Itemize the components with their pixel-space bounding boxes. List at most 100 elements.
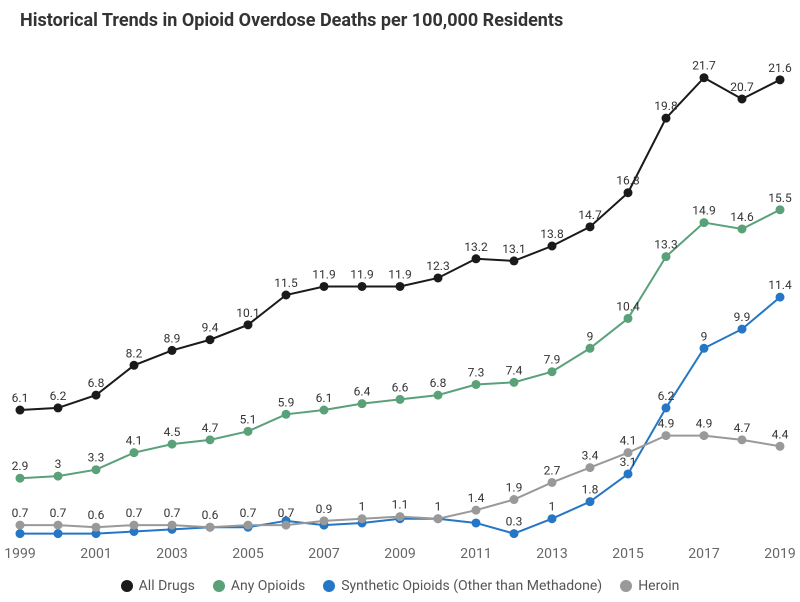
data-point: [662, 252, 671, 261]
data-point: [244, 521, 253, 530]
data-point: [358, 514, 367, 523]
legend-label: All Drugs: [139, 578, 195, 594]
data-point: [54, 403, 63, 412]
data-label: 9.9: [734, 310, 751, 324]
data-label: 11.9: [312, 267, 335, 281]
data-label: 6.6: [392, 380, 409, 394]
data-point: [16, 529, 25, 538]
data-label: 4.4: [772, 427, 789, 441]
data-point: [776, 442, 785, 451]
data-label: 10.1: [236, 306, 259, 320]
data-label: 1: [435, 500, 442, 514]
x-tick-label: 2007: [308, 546, 339, 562]
legend-swatch: [323, 580, 335, 592]
legend-swatch: [121, 580, 133, 592]
legend-item: Synthetic Opioids (Other than Methadone): [323, 578, 602, 594]
data-point: [548, 242, 557, 251]
x-tick-label: 2015: [612, 546, 643, 562]
data-label: 6.2: [50, 389, 67, 403]
data-label: 3.3: [88, 451, 105, 465]
data-label: 1.9: [506, 481, 523, 495]
data-point: [738, 325, 747, 334]
chart-container: Historical Trends in Opioid Overdose Dea…: [0, 0, 800, 602]
data-label: 4.1: [126, 434, 143, 448]
data-label: 4.7: [202, 421, 219, 435]
data-label: 13.1: [502, 242, 525, 256]
data-point: [54, 472, 63, 481]
legend-item: All Drugs: [121, 578, 195, 594]
data-point: [586, 497, 595, 506]
data-point: [320, 282, 329, 291]
data-label: 12.3: [426, 259, 449, 273]
data-point: [700, 344, 709, 353]
data-label: 13.3: [654, 238, 677, 252]
data-point: [662, 431, 671, 440]
legend-label: Synthetic Opioids (Other than Methadone): [341, 578, 602, 594]
data-label: 13.8: [540, 227, 564, 241]
legend: All Drugs Any Opioids Synthetic Opioids (O…: [0, 578, 800, 594]
x-tick-label: 2001: [80, 546, 111, 562]
data-label: 0.3: [506, 515, 523, 529]
data-label: 5.1: [240, 412, 257, 426]
data-point: [548, 478, 557, 487]
data-label: 9: [587, 329, 594, 343]
data-label: 8.2: [126, 346, 143, 360]
data-point: [16, 474, 25, 483]
data-label: 20.7: [730, 80, 754, 94]
data-label: 19.8: [654, 99, 678, 113]
data-label: 3.4: [582, 449, 599, 463]
data-point: [510, 256, 519, 265]
data-label: 14.6: [730, 210, 754, 224]
x-tick-label: 2017: [688, 546, 719, 562]
data-label: 0.7: [50, 506, 67, 520]
legend-label: Any Opioids: [231, 578, 305, 594]
data-point: [738, 224, 747, 233]
data-point: [586, 344, 595, 353]
data-point: [510, 378, 519, 387]
chart-title: Historical Trends in Opioid Overdose Dea…: [20, 10, 563, 31]
data-label: 0.6: [202, 508, 219, 522]
data-label: 21.6: [768, 61, 792, 75]
data-label: 1: [359, 500, 366, 514]
data-label: 0.7: [164, 506, 181, 520]
data-label: 13.2: [464, 240, 488, 254]
data-label: 3.1: [620, 455, 637, 469]
data-label: 7.3: [468, 365, 485, 379]
data-label: 6.1: [12, 391, 29, 405]
x-tick-label: 2019: [764, 546, 795, 562]
data-label: 14.9: [692, 204, 715, 218]
legend-label: Heroin: [638, 578, 679, 594]
data-point: [282, 291, 291, 300]
data-point: [700, 431, 709, 440]
data-label: 3: [55, 457, 62, 471]
data-label: 0.7: [278, 506, 295, 520]
data-point: [54, 529, 63, 538]
x-tick-label: 2009: [384, 546, 415, 562]
data-point: [510, 529, 519, 538]
data-point: [510, 495, 519, 504]
data-point: [206, 335, 215, 344]
data-point: [738, 95, 747, 104]
data-point: [358, 399, 367, 408]
data-label: 4.9: [696, 417, 713, 431]
data-point: [130, 361, 139, 370]
data-label: 2.9: [12, 459, 29, 473]
data-point: [244, 427, 253, 436]
data-label: 0.7: [12, 506, 29, 520]
data-point: [624, 314, 633, 323]
data-point: [396, 512, 405, 521]
legend-item: Any Opioids: [213, 578, 305, 594]
data-label: 11.9: [388, 267, 411, 281]
data-label: 0.6: [88, 508, 105, 522]
data-label: 6.8: [430, 376, 447, 390]
data-label: 10.4: [616, 299, 640, 313]
data-point: [624, 188, 633, 197]
data-label: 7.4: [506, 363, 523, 377]
data-label: 11.9: [350, 267, 373, 281]
data-point: [358, 282, 367, 291]
data-label: 7.9: [544, 353, 561, 367]
data-point: [434, 514, 443, 523]
data-label: 1.4: [468, 491, 485, 505]
data-point: [168, 440, 177, 449]
data-label: 4.9: [658, 417, 675, 431]
